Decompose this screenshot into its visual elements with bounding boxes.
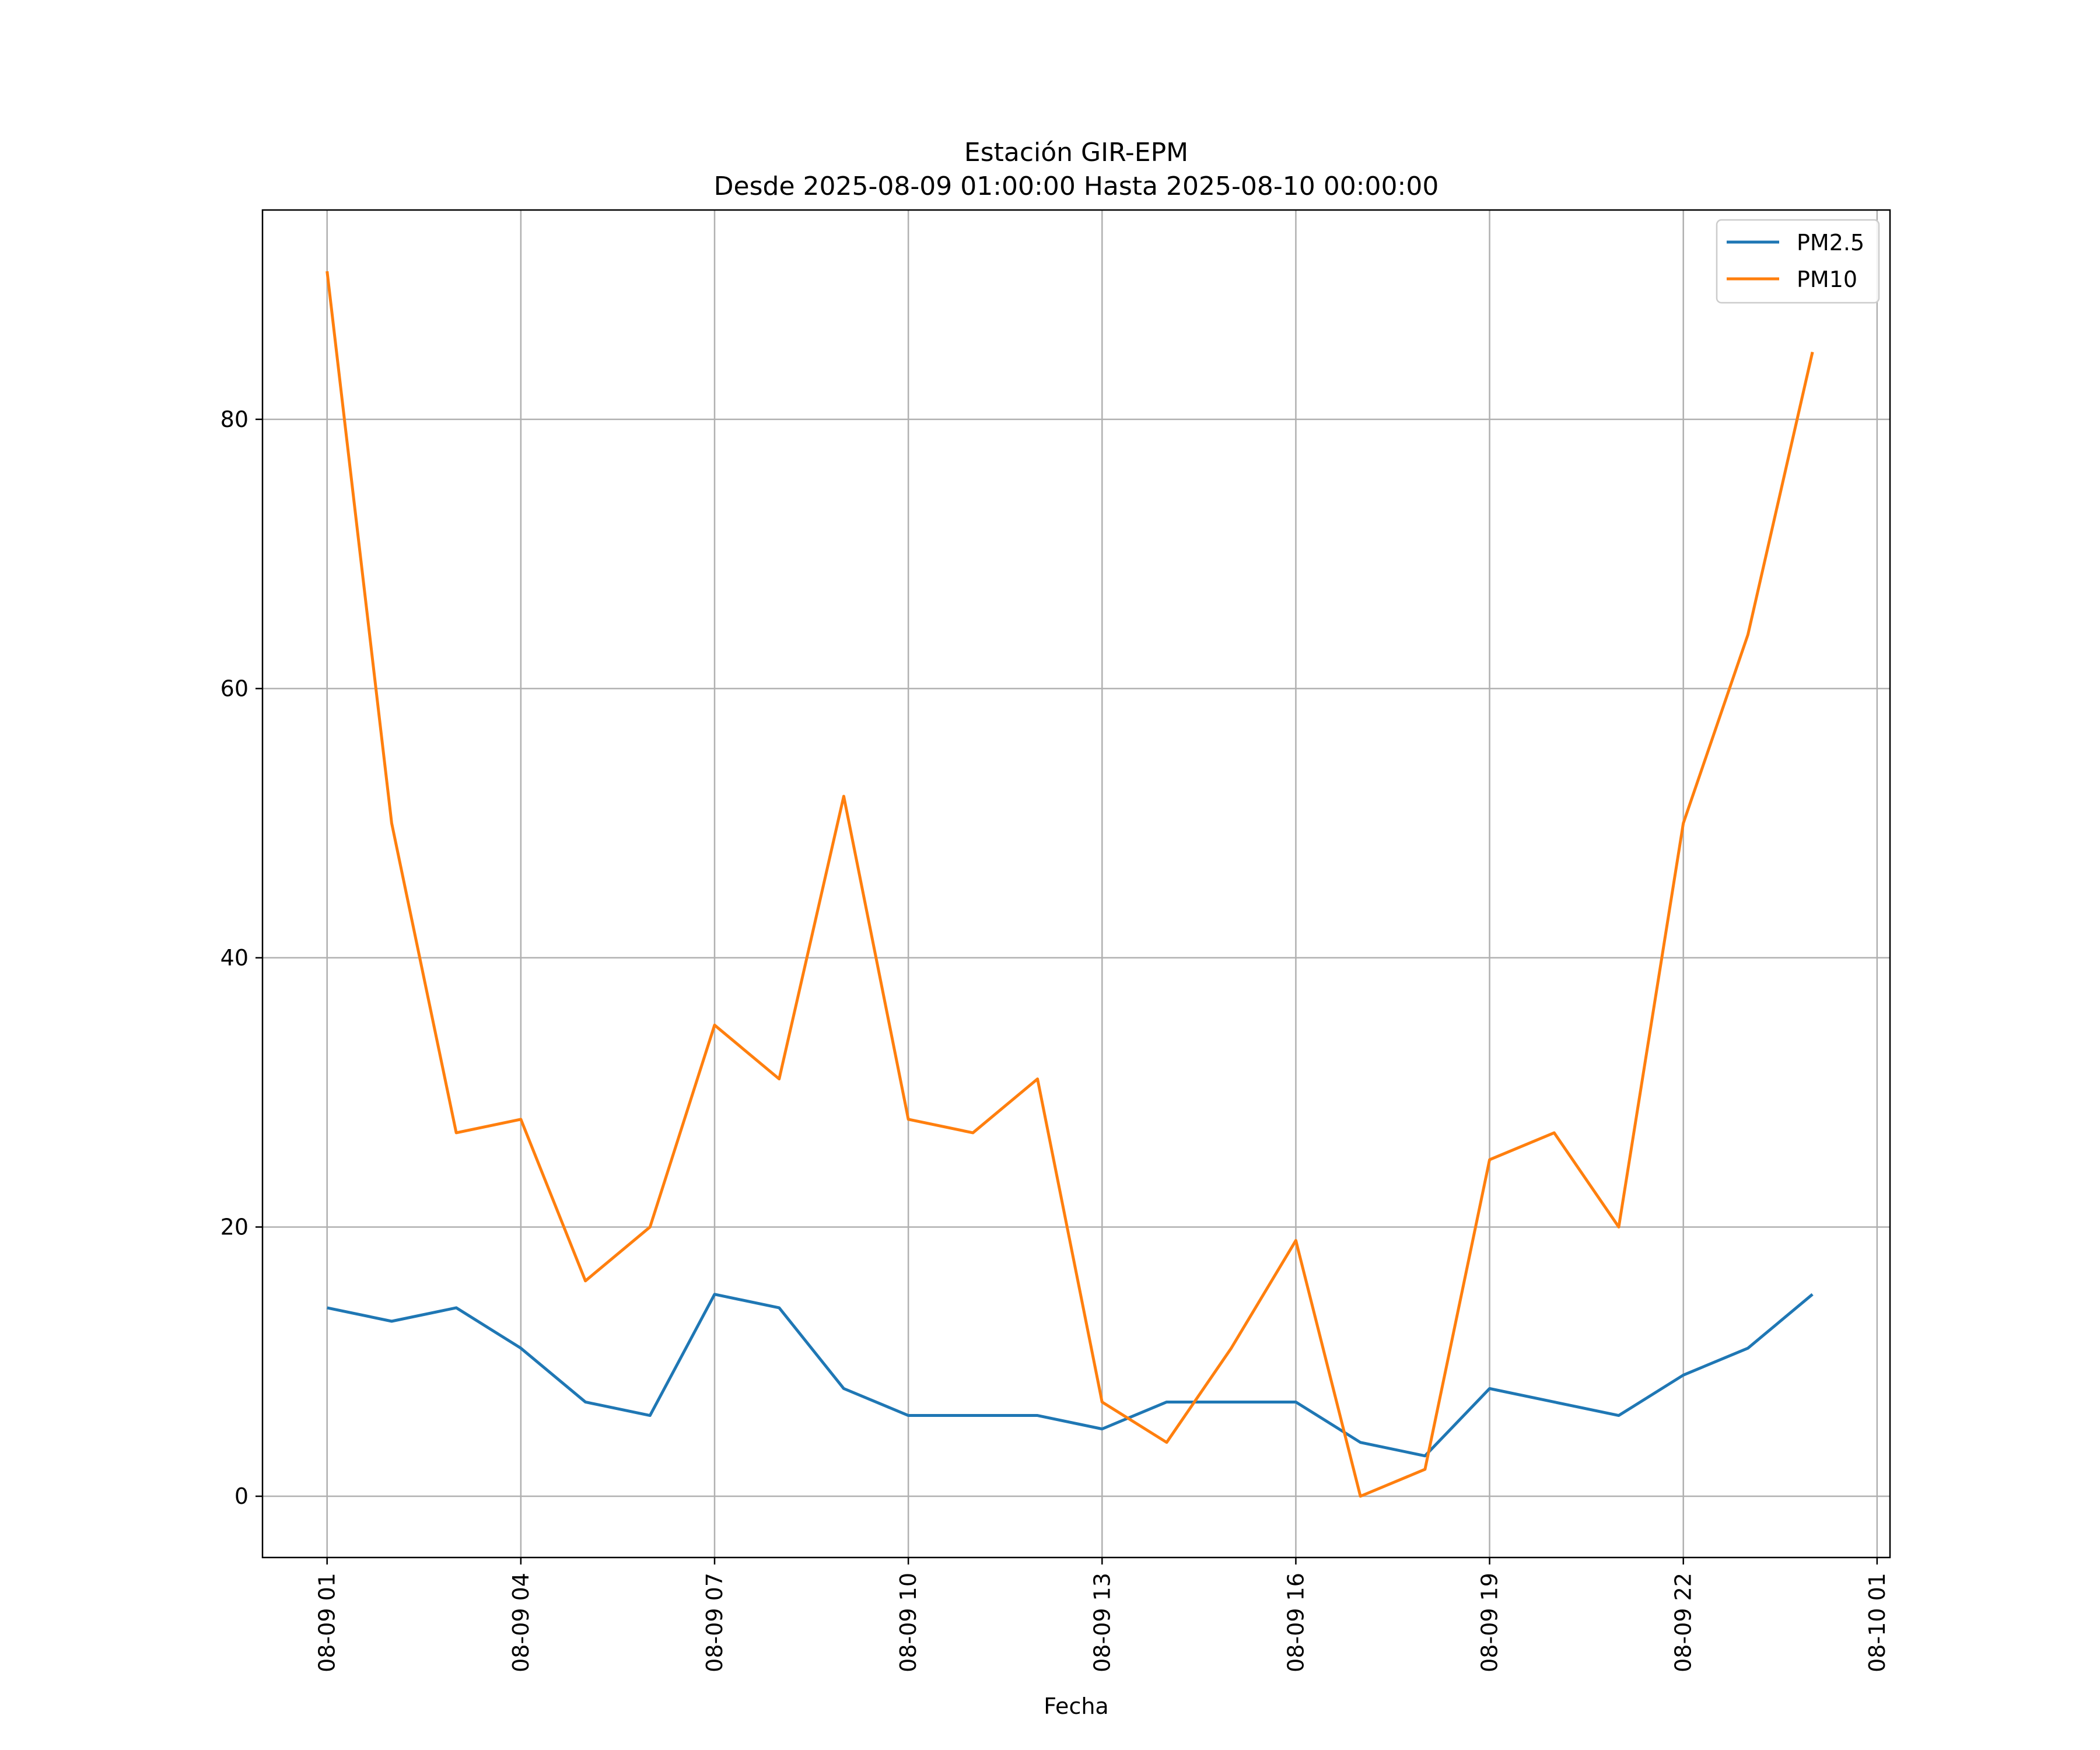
- chart-subtitle: Desde 2025-08-09 01:00:00 Hasta 2025-08-…: [714, 172, 1439, 201]
- legend-label-pm10: PM10: [1797, 267, 1857, 292]
- y-tick-label: 60: [220, 676, 249, 701]
- y-tick-label: 20: [220, 1214, 249, 1240]
- x-tick-label: 08-09 10: [895, 1573, 921, 1672]
- x-tick-label: 08-09 16: [1283, 1573, 1308, 1672]
- legend-label-pm25: PM2.5: [1797, 230, 1864, 256]
- x-tick-label: 08-09 22: [1671, 1573, 1696, 1672]
- series-layer: [326, 271, 1814, 1498]
- x-tick-label: 08-09 01: [314, 1573, 340, 1672]
- legend: PM2.5 PM10: [1716, 219, 1880, 304]
- x-tick-label: 08-09 07: [702, 1573, 727, 1672]
- series-line-pm10: [326, 271, 1814, 1498]
- x-axis-label: Fecha: [1044, 1693, 1108, 1719]
- x-tick-label: 08-10 01: [1864, 1573, 1890, 1672]
- tick-layer: 0 20 40 60 80 08-09 01 08-09 04 08-09 07 08-09 1…: [220, 407, 1890, 1672]
- x-tick-label: 08-09 13: [1089, 1573, 1115, 1672]
- x-tick-label: 08-09 19: [1477, 1573, 1503, 1672]
- y-tick-label: 80: [220, 407, 249, 432]
- y-tick-label: 0: [235, 1483, 249, 1509]
- plot-frame: [261, 209, 1891, 1559]
- y-tick-label: 40: [220, 945, 249, 971]
- grid-layer: [262, 210, 1890, 1558]
- x-tick-label: 08-09 04: [508, 1573, 534, 1672]
- chart-title: Estación GIR-EPM: [964, 138, 1188, 167]
- series-line-pm25: [327, 1293, 1814, 1458]
